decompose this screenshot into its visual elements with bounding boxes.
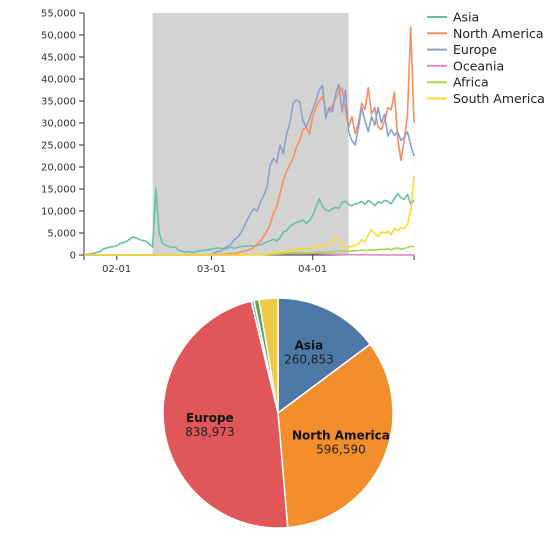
y-tick-label: 45,000 <box>41 53 76 64</box>
legend-label: Africa <box>453 75 489 90</box>
x-tick-label: 02-01 <box>102 264 131 275</box>
y-tick-label: 35,000 <box>41 97 76 108</box>
pie-label-value: 838,973 <box>185 425 235 439</box>
y-tick-label: 20,000 <box>41 163 76 174</box>
series-line-south-america[interactable] <box>84 175 415 256</box>
y-tick-label: 15,000 <box>41 185 76 196</box>
pie-slice-north-america[interactable] <box>277 343 394 529</box>
y-tick-label: 30,000 <box>41 119 76 130</box>
pie-label-value: 260,853 <box>284 352 334 366</box>
legend-label: Europe <box>453 42 497 57</box>
legend-item-south-america[interactable]: South America <box>427 91 545 106</box>
y-tick-label: 5,000 <box>47 229 76 240</box>
legend-item-europe[interactable]: Europe <box>427 42 497 57</box>
x-tick-label: 04-01 <box>298 264 327 275</box>
pie-slices <box>162 297 394 529</box>
legend-item-africa[interactable]: Africa <box>427 75 489 90</box>
x-tick-label: 03-01 <box>197 264 226 275</box>
pie-slice-europe[interactable] <box>162 300 289 529</box>
legend-item-oceania[interactable]: Oceania <box>427 58 504 73</box>
legend-item-asia[interactable]: Asia <box>427 10 479 25</box>
y-tick-label: 50,000 <box>41 31 76 42</box>
legend-label: South America <box>453 91 545 106</box>
y-tick-label: 55,000 <box>41 9 76 20</box>
pie-label-name: Asia <box>295 338 324 352</box>
pie-slice-asia[interactable] <box>277 297 372 415</box>
line-chart: 0 5,000 10,000 15,000 20,000 25,000 30,000 35,0… <box>41 9 545 276</box>
y-tick-label: 0 <box>70 251 76 262</box>
y-tick-label: 40,000 <box>41 75 76 86</box>
legend-label: North America <box>453 26 544 41</box>
x-axis: 02-01 03-01 04-01 <box>83 254 415 275</box>
legend-label: Oceania <box>453 58 504 73</box>
y-tick-label: 25,000 <box>41 141 76 152</box>
series-lines <box>83 26 415 256</box>
legend-item-north-america[interactable]: North America <box>427 26 544 41</box>
y-axis: 0 5,000 10,000 15,000 20,000 25,000 30,000 35,0… <box>41 9 85 262</box>
series-line-asia[interactable] <box>83 187 415 256</box>
brush-selection[interactable] <box>152 13 349 255</box>
y-tick-label: 10,000 <box>41 207 76 218</box>
pie-label-name: Europe <box>186 411 234 425</box>
pie-slice-south-america[interactable] <box>257 297 279 414</box>
pie-label-value: 596,590 <box>316 442 366 456</box>
legend-label: Asia <box>453 10 479 25</box>
pie-label-name: North America <box>292 428 390 442</box>
